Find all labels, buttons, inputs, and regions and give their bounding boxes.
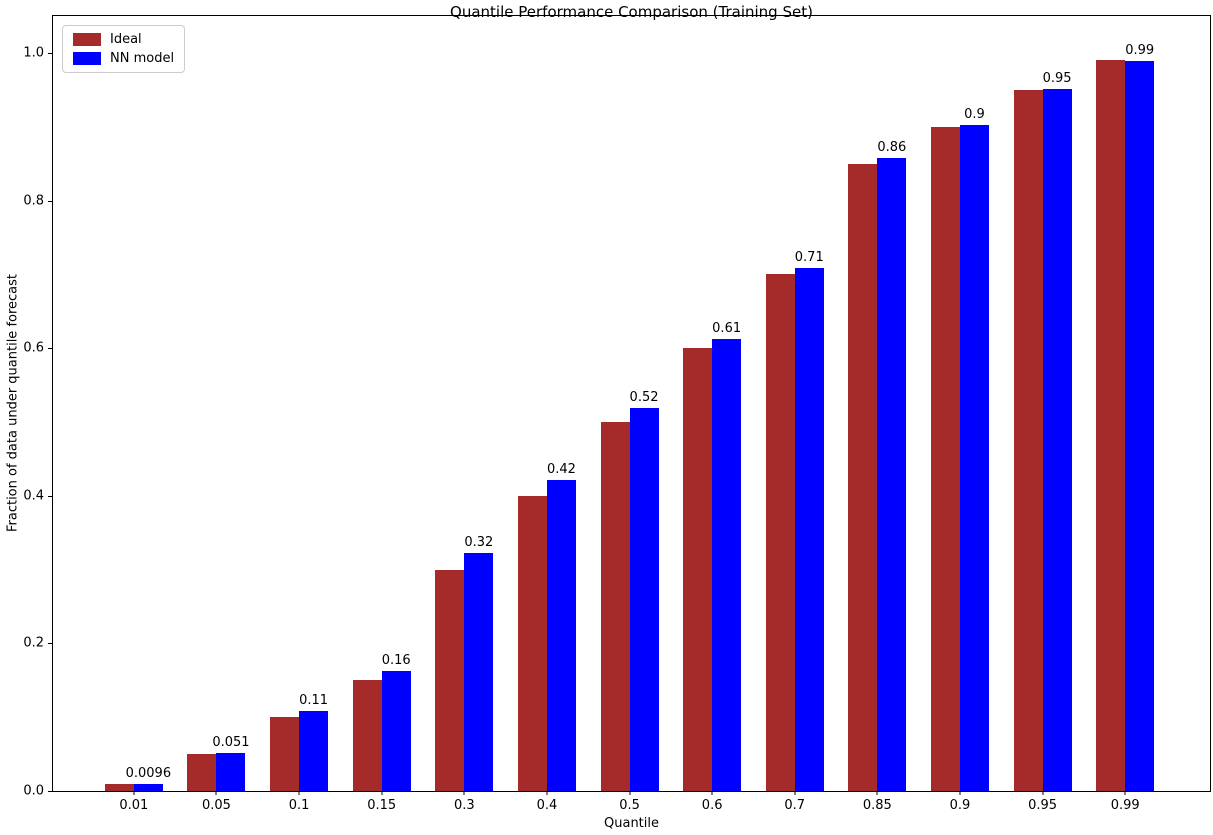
legend-item: Ideal bbox=[73, 33, 174, 46]
bar-value-label: 0.0096 bbox=[125, 765, 172, 781]
bar-value-label: 0.42 bbox=[546, 461, 576, 477]
bar-nn-model bbox=[712, 339, 742, 791]
bar-ideal bbox=[435, 569, 465, 791]
x-tick-label: 0.4 bbox=[536, 798, 558, 813]
x-tick-mark bbox=[1042, 791, 1044, 795]
x-tick-mark bbox=[133, 791, 135, 795]
bar-nn-model bbox=[299, 711, 329, 791]
legend-label: Ideal bbox=[110, 32, 142, 47]
y-tick-mark bbox=[48, 200, 52, 202]
x-tick-mark bbox=[876, 791, 878, 795]
bar-value-label: 0.99 bbox=[1125, 43, 1155, 59]
x-tick-mark bbox=[381, 791, 383, 795]
bar-nn-model bbox=[794, 267, 824, 791]
x-tick-mark bbox=[959, 791, 961, 795]
plot-area: 0.0 0.2 0.4 0.6 0.8 1.0 0.01 0.0096 0.05 0.051 0.1… bbox=[23, 15, 1211, 813]
bar-ideal bbox=[1013, 89, 1043, 791]
bar-value-label: 0.71 bbox=[794, 249, 824, 265]
bar-value-label: 0.52 bbox=[629, 389, 659, 405]
x-tick-label: 0.3 bbox=[453, 798, 475, 813]
x-tick-mark bbox=[463, 791, 465, 795]
x-tick-label: 0.05 bbox=[201, 798, 231, 813]
bar-value-label: 0.11 bbox=[299, 693, 329, 709]
bar-nn-model bbox=[216, 753, 246, 791]
x-tick-label: 0.5 bbox=[619, 798, 640, 813]
bar-ideal bbox=[765, 274, 795, 791]
bar-nn-model bbox=[877, 157, 907, 791]
bar-value-label: 0.16 bbox=[381, 652, 411, 668]
chart-title: Quantile Performance Comparison (Trainin… bbox=[450, 3, 813, 21]
legend-item: NN model bbox=[73, 52, 174, 65]
x-tick-mark bbox=[298, 791, 300, 795]
x-tick-label: 0.7 bbox=[784, 798, 806, 813]
bar-ideal bbox=[930, 126, 960, 791]
y-tick-label: 1.0 bbox=[23, 45, 44, 61]
x-tick-label: 0.6 bbox=[701, 798, 723, 813]
bar-ideal bbox=[600, 421, 630, 791]
y-tick-mark bbox=[48, 52, 52, 54]
legend-swatch-icon bbox=[73, 33, 101, 46]
bar-nn-model bbox=[959, 124, 989, 791]
x-tick-label: 0.85 bbox=[862, 798, 892, 813]
x-tick-mark bbox=[794, 791, 796, 795]
y-tick-mark bbox=[48, 643, 52, 645]
bar-nn-model bbox=[546, 479, 576, 791]
x-tick-mark bbox=[629, 791, 631, 795]
bar-nn-model bbox=[629, 407, 659, 791]
bar-value-label: 0.051 bbox=[212, 735, 250, 751]
bar-nn-model bbox=[464, 553, 494, 791]
y-tick-mark bbox=[48, 791, 52, 792]
bar-ideal bbox=[683, 348, 713, 791]
y-tick-label: 0.2 bbox=[23, 635, 44, 651]
bar-nn-model bbox=[133, 783, 163, 791]
y-tick-label: 0.6 bbox=[23, 340, 44, 356]
y-tick-mark bbox=[48, 495, 52, 497]
bar-ideal bbox=[352, 680, 382, 791]
x-tick-label: 0.15 bbox=[367, 798, 397, 813]
bar-ideal bbox=[270, 717, 300, 791]
bar-value-label: 0.86 bbox=[877, 139, 907, 155]
y-tick-label: 0.0 bbox=[23, 783, 44, 799]
x-tick-label: 0.01 bbox=[119, 798, 149, 813]
legend-swatch-icon bbox=[73, 52, 101, 65]
y-tick-label: 0.4 bbox=[23, 488, 44, 504]
bar-value-label: 0.9 bbox=[964, 106, 985, 122]
bar-nn-model bbox=[1125, 61, 1155, 791]
bar-value-label: 0.61 bbox=[712, 321, 742, 337]
x-tick-label: 0.1 bbox=[288, 798, 310, 813]
bar-value-label: 0.32 bbox=[464, 535, 494, 551]
bar-value-label: 0.95 bbox=[1042, 71, 1072, 87]
bar-nn-model bbox=[1042, 89, 1072, 791]
x-tick-label: 0.99 bbox=[1110, 798, 1140, 813]
x-tick-label: 0.9 bbox=[949, 798, 971, 813]
legend-label: NN model bbox=[110, 51, 175, 66]
bar-ideal bbox=[1096, 60, 1126, 791]
y-axis-label: Fraction of data under quantile forecast bbox=[5, 273, 21, 533]
legend: Ideal NN model bbox=[62, 25, 186, 73]
bar-ideal bbox=[848, 163, 878, 791]
x-tick-mark bbox=[711, 791, 713, 795]
y-tick-mark bbox=[48, 348, 52, 350]
x-tick-mark bbox=[1124, 791, 1126, 795]
bar-ideal bbox=[187, 754, 217, 791]
x-axis-label: Quantile bbox=[604, 816, 659, 831]
x-tick-mark bbox=[546, 791, 548, 795]
y-tick-label: 0.8 bbox=[23, 193, 44, 209]
bar-nn-model bbox=[381, 670, 411, 791]
bar-ideal bbox=[104, 783, 134, 791]
x-tick-label: 0.95 bbox=[1028, 798, 1058, 813]
bar-ideal bbox=[517, 495, 547, 791]
x-tick-mark bbox=[215, 791, 217, 795]
